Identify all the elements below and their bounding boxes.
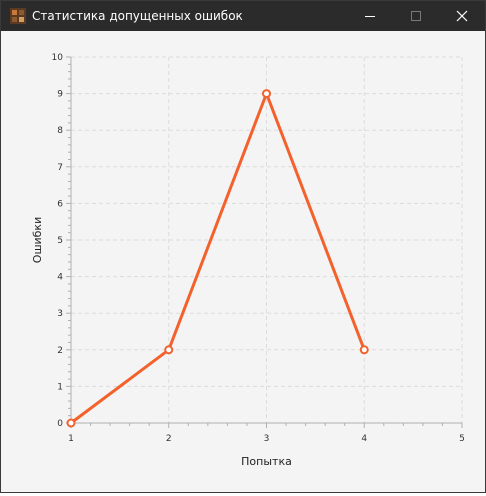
x-axis-label: Попытка xyxy=(241,455,292,468)
data-point xyxy=(164,345,174,355)
maximize-icon xyxy=(411,11,421,21)
x-tick-label: 3 xyxy=(264,434,270,444)
data-point xyxy=(66,418,76,428)
y-tick-label: 6 xyxy=(57,199,63,209)
app-icon xyxy=(10,8,26,24)
x-tick-label: 2 xyxy=(166,434,172,444)
x-tick-label: 5 xyxy=(459,434,465,444)
title-bar[interactable]: Статистика допущенных ошибок xyxy=(1,1,485,31)
chart-area: 0 1 2 3 4 5 6 7 8 9 10 1 2 3 4 5 Попытка Ошибки xyxy=(1,31,485,492)
y-tick-label: 4 xyxy=(57,273,63,283)
window-title: Статистика допущенных ошибок xyxy=(32,9,243,23)
y-tick-label: 5 xyxy=(57,236,63,246)
y-tick-label: 1 xyxy=(57,382,63,392)
data-point xyxy=(262,89,271,99)
series-line xyxy=(70,92,366,425)
minimize-button[interactable] xyxy=(347,1,393,31)
y-tick-label: 2 xyxy=(57,346,63,356)
data-point xyxy=(359,345,369,355)
y-tick-label: 3 xyxy=(57,309,63,319)
close-icon xyxy=(456,10,468,22)
x-tick-label: 4 xyxy=(361,434,367,444)
y-tick-label: 8 xyxy=(57,126,63,136)
x-tick-label: 1 xyxy=(68,434,74,444)
y-tick-label: 7 xyxy=(57,163,63,173)
y-axis-label: Ошибки xyxy=(31,217,44,263)
close-button[interactable] xyxy=(439,1,485,31)
y-tick-label: 10 xyxy=(52,53,64,63)
minimize-icon xyxy=(365,16,375,17)
maximize-button[interactable] xyxy=(393,1,439,31)
y-tick-label: 0 xyxy=(57,419,63,429)
y-tick-label: 9 xyxy=(57,90,63,100)
